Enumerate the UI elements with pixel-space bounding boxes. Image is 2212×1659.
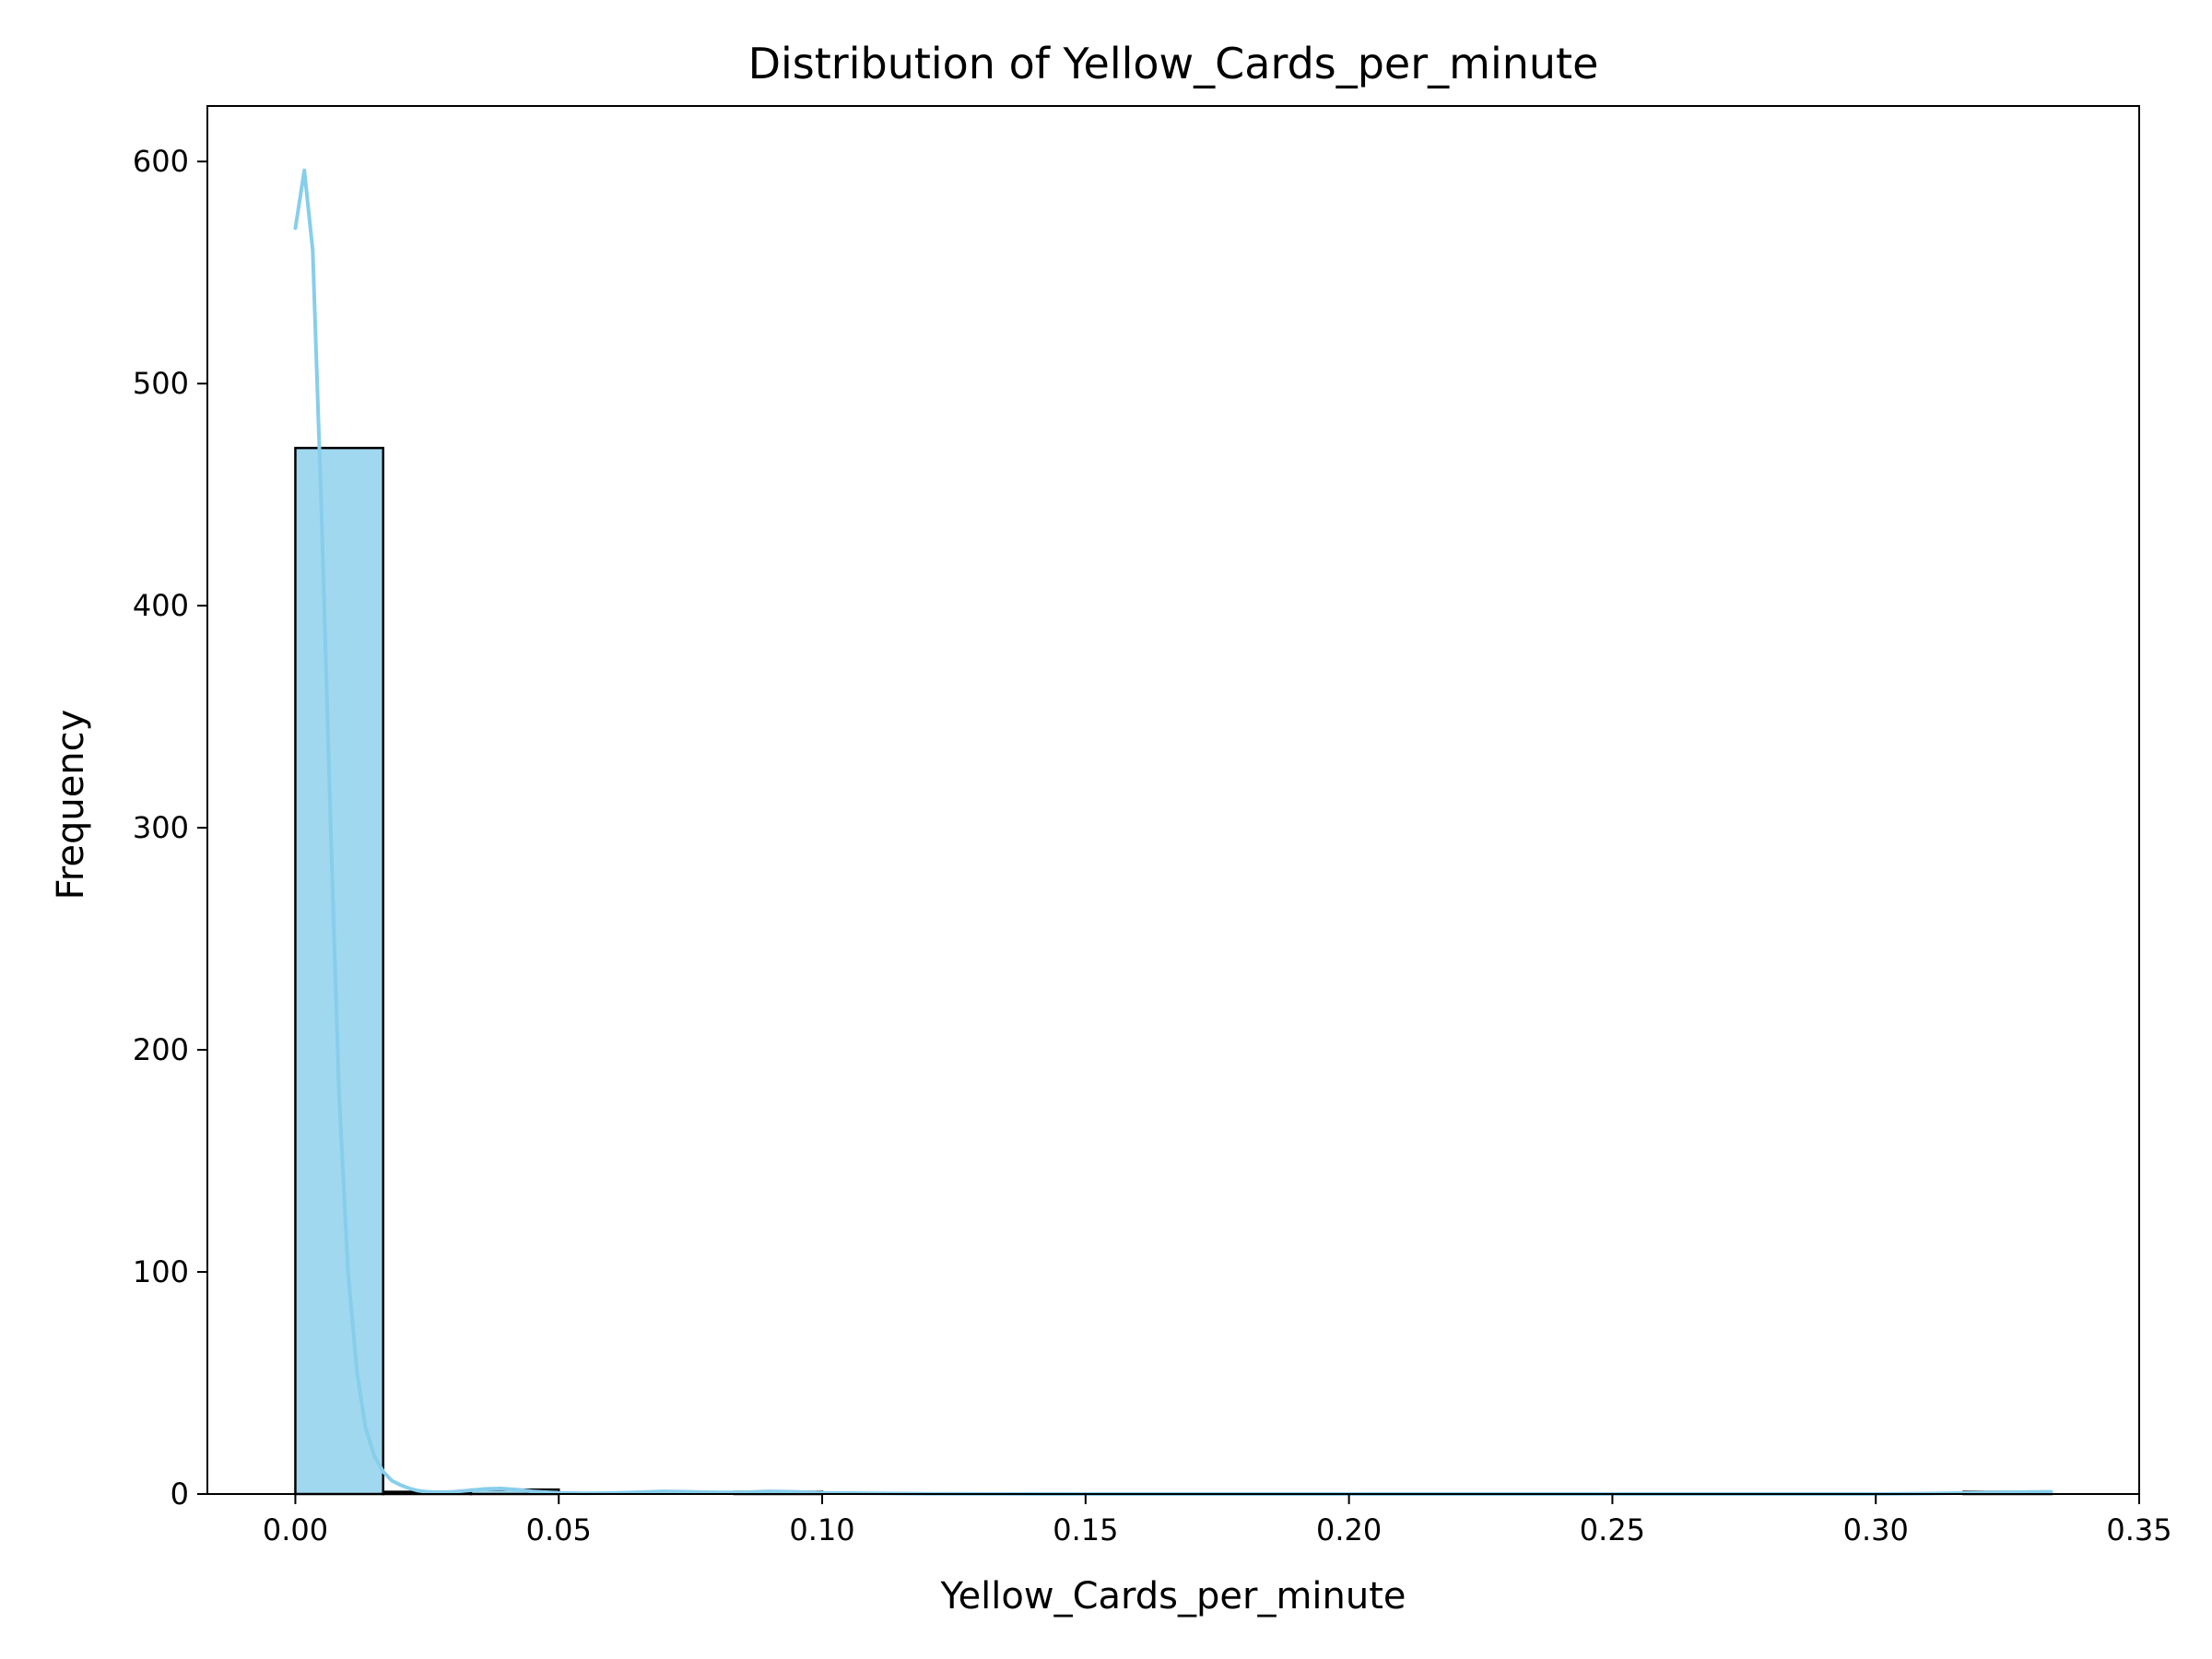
x-tick-label: 0.00: [263, 1512, 328, 1547]
y-axis-label: Frequency: [50, 710, 92, 900]
x-tick-label: 0.05: [526, 1512, 592, 1547]
y-tick-label: 600: [133, 144, 189, 179]
x-tick-label: 0.30: [1843, 1512, 1909, 1547]
x-axis-label: Yellow_Cards_per_minute: [939, 1575, 1406, 1618]
y-tick-label: 300: [133, 810, 189, 845]
y-tick-label: 0: [171, 1477, 189, 1512]
y-tick-label: 200: [133, 1032, 189, 1067]
x-tick-label: 0.20: [1316, 1512, 1382, 1547]
y-axis-ticks: 0 100 200 300 400 500 600: [133, 144, 207, 1512]
plot-frame: [206, 105, 2140, 1495]
x-tick-label: 0.15: [1053, 1512, 1118, 1547]
x-axis-ticks: 0.00 0.05 0.10 0.15 0.20 0.25 0.30 0.35: [263, 1494, 2172, 1547]
y-tick-label: 500: [133, 366, 189, 401]
chart-title: Distribution of Yellow_Cards_per_minute: [748, 39, 1599, 88]
x-tick-label: 0.10: [789, 1512, 854, 1547]
y-tick-label: 100: [133, 1254, 189, 1289]
histogram-bar: [294, 446, 384, 1496]
x-tick-label: 0.25: [1580, 1512, 1645, 1547]
y-tick-label: 400: [133, 588, 189, 623]
x-tick-label: 0.35: [2106, 1512, 2171, 1547]
